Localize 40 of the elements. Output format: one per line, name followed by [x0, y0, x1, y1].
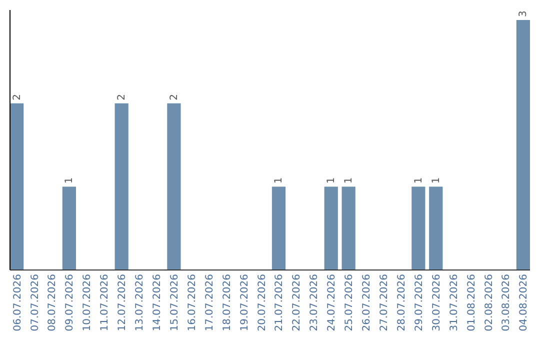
- x-tick-label: 29.07.2026: [414, 274, 425, 332]
- x-tick-label: 06.07.2026: [12, 274, 24, 332]
- x-tick-label: 26.07.2026: [362, 274, 373, 332]
- x-tick-label: 19.07.2026: [239, 274, 250, 332]
- x-tick-label: 22.07.2026: [292, 274, 303, 332]
- x-tick-label: 11.07.2026: [100, 274, 111, 332]
- x-tick-label: 04.08.2026: [518, 274, 530, 332]
- x-tick-label: 02.08.2026: [484, 274, 495, 332]
- x-tick-label: 30.07.2026: [431, 274, 442, 332]
- x-tick-label: 27.07.2026: [379, 274, 390, 332]
- x-tick-label: 15.07.2026: [169, 274, 180, 332]
- x-tick-label: 12.07.2026: [117, 274, 128, 332]
- data-label: 1: [326, 177, 338, 184]
- x-tick-label: 20.07.2026: [256, 274, 268, 332]
- x-tick-label: 16.07.2026: [186, 274, 198, 332]
- data-label: 1: [64, 177, 76, 184]
- x-tick-label: 07.07.2026: [30, 274, 41, 332]
- data-label: 1: [344, 177, 355, 184]
- x-tick-label: 23.07.2026: [309, 274, 320, 332]
- x-tick-label: 17.07.2026: [204, 274, 216, 332]
- x-tick-label: 10.07.2026: [82, 274, 94, 332]
- x-tick-label: 08.07.2026: [47, 274, 58, 332]
- data-label: 1: [274, 177, 285, 184]
- x-tick-label: 31.07.2026: [448, 274, 460, 332]
- data-label: 3: [518, 10, 530, 17]
- data-label: 1: [430, 177, 442, 184]
- x-tick-label: 18.07.2026: [222, 274, 233, 332]
- x-tick-label: 13.07.2026: [134, 274, 146, 332]
- data-label: 2: [168, 94, 180, 100]
- data-label: 1: [413, 177, 424, 184]
- x-tick-label: 21.07.2026: [274, 274, 286, 332]
- x-tick-label: 24.07.2026: [326, 274, 338, 332]
- x-tick-label: 03.08.2026: [501, 274, 512, 332]
- x-tick-label: 09.07.2026: [64, 274, 76, 332]
- x-tick-label: 01.08.2026: [466, 274, 478, 332]
- x-tick-label: 28.07.2026: [396, 274, 408, 332]
- x-tick-label: 14.07.2026: [152, 274, 163, 332]
- data-label: 2: [12, 94, 23, 100]
- x-tick-label: 25.07.2026: [344, 274, 356, 332]
- data-label: 2: [116, 94, 128, 100]
